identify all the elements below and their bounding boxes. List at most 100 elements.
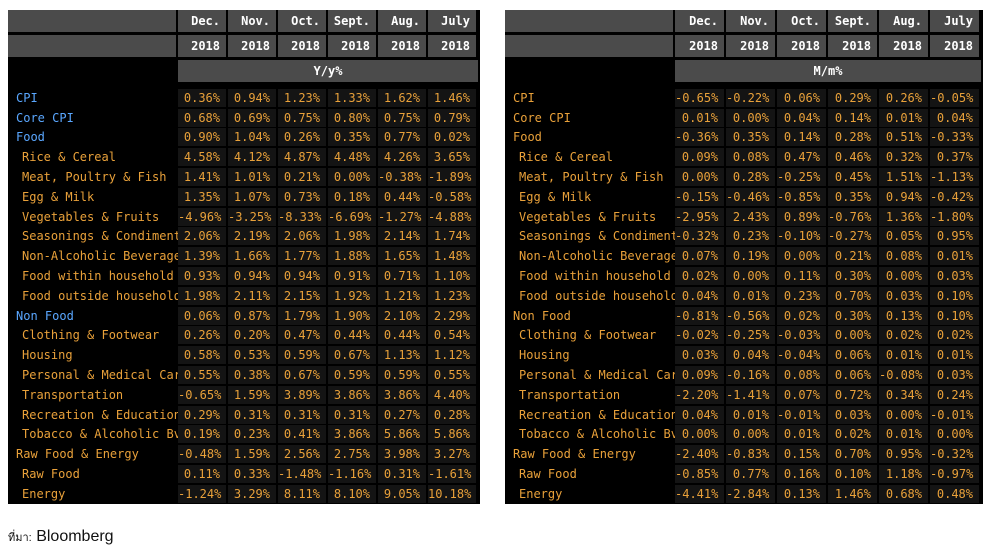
value-cell: 0.06%	[777, 88, 826, 107]
value-cell: 0.06%	[828, 346, 877, 365]
value-cell: 4.26%	[378, 148, 426, 167]
value-cell: 4.48%	[328, 148, 376, 167]
value-cell: 3.86%	[378, 385, 426, 404]
value-cell: 0.07%	[777, 385, 826, 404]
value-cell: 3.89%	[278, 385, 326, 404]
value-cell: 1.13%	[378, 346, 426, 365]
row-label: Meat, Poultry & Fish	[519, 170, 664, 185]
value-cell: -0.76%	[828, 207, 877, 226]
value-cell: 3.86%	[328, 385, 376, 404]
value-cell: 0.73%	[278, 187, 326, 206]
value-cell: 0.19%	[726, 247, 775, 266]
value-cell: 1.90%	[328, 306, 376, 325]
value-cell: 1.59%	[228, 385, 276, 404]
row-label: Rice & Cereal	[519, 150, 613, 165]
table-row: Personal & Medical Care 0.09% -0.16% 0.08% 0…	[505, 365, 983, 385]
row-label: Energy	[22, 486, 66, 501]
value-cell: -0.01%	[930, 405, 979, 424]
value-cell: 0.51%	[879, 128, 928, 147]
value-cell: 0.11%	[178, 465, 226, 484]
value-cell: 0.91%	[328, 267, 376, 286]
table-row: Vegetables & Fruits -2.95% 2.43% 0.89% -0.76…	[505, 207, 983, 227]
value-cell: -0.27%	[828, 227, 877, 246]
table-row: Personal & Medical Care 0.55% 0.38% 0.67% 0.…	[8, 365, 480, 385]
value-cell: 4.87%	[278, 148, 326, 167]
value-cell: 1.33%	[328, 88, 376, 107]
value-cell: 0.44%	[378, 326, 426, 345]
value-cell: 0.04%	[675, 286, 724, 305]
table-row: Meat, Poultry & Fish 1.41% 1.01% 0.21% 0.00%…	[8, 167, 480, 187]
value-cell: 0.01%	[879, 108, 928, 127]
value-cell: -0.56%	[726, 306, 775, 325]
value-cell: 0.90%	[178, 128, 226, 147]
value-cell: 0.01%	[726, 405, 775, 424]
value-cell: -1.48%	[278, 465, 326, 484]
value-cell: 3.29%	[228, 484, 276, 503]
value-cell: 0.75%	[278, 108, 326, 127]
value-cell: 4.40%	[428, 385, 476, 404]
value-cell: -0.42%	[930, 187, 979, 206]
month-header-cell: Dec.	[178, 10, 226, 32]
month-header-cell: Nov.	[228, 10, 276, 32]
value-cell: 0.87%	[228, 306, 276, 325]
value-cell: 3.86%	[328, 425, 376, 444]
row-label: Food outside household	[22, 288, 178, 303]
value-cell: 0.08%	[879, 247, 928, 266]
row-label: Non Food	[513, 308, 571, 323]
value-cell: 5.86%	[428, 425, 476, 444]
value-cell: 0.05%	[879, 227, 928, 246]
table-body: CPI 0.36% 0.94% 1.23% 1.33% 1.62% 1.46% Core CP…	[8, 88, 480, 504]
table-row: Egg & Milk 1.35% 1.07% 0.73% 0.18% 0.44% -0.58…	[8, 187, 480, 207]
value-cell: -0.46%	[726, 187, 775, 206]
value-cell: 1.01%	[228, 168, 276, 187]
month-header-cell: Nov.	[726, 10, 775, 32]
value-cell: 4.58%	[178, 148, 226, 167]
year-header-row: 2018 2018 2018 2018 2018 2018	[505, 35, 983, 57]
table-row: CPI -0.65% -0.22% 0.06% 0.29% 0.26% -0.05%	[505, 88, 983, 108]
value-cell: 0.00%	[930, 425, 979, 444]
table-row: Rice & Cereal 0.09% 0.08% 0.47% 0.46% 0.32% 0.…	[505, 147, 983, 167]
row-label: CPI	[16, 90, 38, 105]
value-cell: 0.30%	[828, 267, 877, 286]
table-row: Tobacco & Alcoholic Bvg 0.19% 0.23% 0.41% 3.…	[8, 425, 480, 445]
value-cell: 0.02%	[428, 128, 476, 147]
month-header-cell: Sept.	[328, 10, 376, 32]
row-label: Raw Food	[22, 467, 80, 482]
value-cell: 0.46%	[828, 148, 877, 167]
table-row: Recreation & Education 0.04% 0.01% -0.01% 0.…	[505, 405, 983, 425]
value-cell: -3.25%	[228, 207, 276, 226]
value-cell: 0.00%	[675, 168, 724, 187]
value-cell: 0.69%	[228, 108, 276, 127]
value-cell: 0.06%	[178, 306, 226, 325]
row-label: Egg & Milk	[22, 189, 95, 204]
row-label: Clothing & Footwear	[22, 328, 160, 343]
value-cell: 1.88%	[328, 247, 376, 266]
header-spacer	[505, 10, 673, 32]
value-cell: 2.15%	[278, 286, 326, 305]
value-cell: 0.33%	[228, 465, 276, 484]
value-cell: 0.32%	[879, 148, 928, 167]
table-header: Dec. Nov. Oct. Sept. Aug. July 2018 2018 2018 201…	[8, 10, 480, 86]
value-cell: 0.58%	[178, 346, 226, 365]
unit-label: M/m%	[675, 60, 981, 82]
month-header-cell: Aug.	[879, 10, 928, 32]
value-cell: 0.28%	[828, 128, 877, 147]
value-cell: 0.13%	[879, 306, 928, 325]
value-cell: 0.48%	[930, 484, 979, 503]
value-cell: 0.01%	[879, 346, 928, 365]
value-cell: -4.41%	[675, 484, 724, 503]
year-header-cell: 2018	[228, 35, 276, 57]
table-row: Non-Alcoholic Beverage 1.39% 1.66% 1.77% 1.8…	[8, 246, 480, 266]
row-label: Egg & Milk	[519, 189, 592, 204]
row-label: Raw Food & Energy	[513, 447, 636, 462]
year-header-row: 2018 2018 2018 2018 2018 2018	[8, 35, 480, 57]
table-row: Egg & Milk -0.15% -0.46% -0.85% 0.35% 0.94% -0…	[505, 187, 983, 207]
value-cell: 0.34%	[879, 385, 928, 404]
value-cell: 1.79%	[278, 306, 326, 325]
value-cell: 1.98%	[328, 227, 376, 246]
row-label: Non-Alcoholic Beverage	[519, 249, 675, 264]
table-row: Recreation & Education 0.29% 0.31% 0.31% 0.3…	[8, 405, 480, 425]
row-label: Housing	[22, 348, 73, 363]
value-cell: 0.27%	[378, 405, 426, 424]
month-header-cell: Oct.	[777, 10, 826, 32]
